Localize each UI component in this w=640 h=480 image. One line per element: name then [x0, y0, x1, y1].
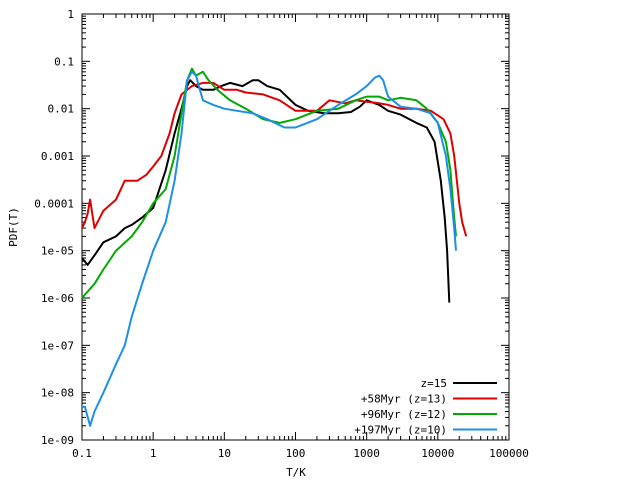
- y-tick-label: 1e-07: [41, 339, 74, 352]
- series-line-3: [81, 67, 457, 299]
- legend-label-4: +197Myr (z=10): [354, 424, 447, 437]
- y-tick-label: 0.0001: [34, 197, 74, 210]
- y-tick-label: 1: [67, 8, 74, 21]
- y-tick-label: 0.1: [54, 55, 74, 68]
- y-axis: 1e-09 1e-08 1e-07 1e-06 1e-05 0.0001 0.001 0.01…: [34, 8, 509, 447]
- x-tick-label: 100000: [489, 447, 529, 460]
- y-axis-title: PDF(T): [7, 207, 20, 247]
- legend-label-2: +58Myr (z=13): [361, 393, 447, 406]
- series-line-1: [81, 79, 451, 303]
- y-tick-label: 0.01: [48, 103, 75, 116]
- series-line-2: [81, 81, 468, 237]
- x-tick-label: 10: [218, 447, 231, 460]
- x-tick-label: 1000: [353, 447, 380, 460]
- x-tick-label: 100: [286, 447, 306, 460]
- x-tick-label: 10000: [421, 447, 454, 460]
- y-tick-label: 0.001: [41, 150, 74, 163]
- x-axis-title: T/K: [286, 466, 306, 479]
- legend-label-1: z=15: [421, 377, 448, 390]
- x-tick-label: 1: [150, 447, 157, 460]
- y-tick-label: 1e-05: [41, 245, 74, 258]
- y-tick-label: 1e-09: [41, 434, 74, 447]
- x-axis: 0.1 1 10 100 1000 10000 100000: [72, 14, 529, 460]
- legend: z=15 +58Myr (z=13) +96Myr (z=12) +197Myr (z…: [354, 377, 497, 437]
- x-tick-label: 0.1: [72, 447, 92, 460]
- y-tick-label: 1e-06: [41, 292, 74, 305]
- legend-label-3: +96Myr (z=12): [361, 408, 447, 421]
- series-layer: [81, 67, 468, 427]
- series-line-4: [82, 70, 457, 427]
- y-tick-label: 1e-08: [41, 387, 74, 400]
